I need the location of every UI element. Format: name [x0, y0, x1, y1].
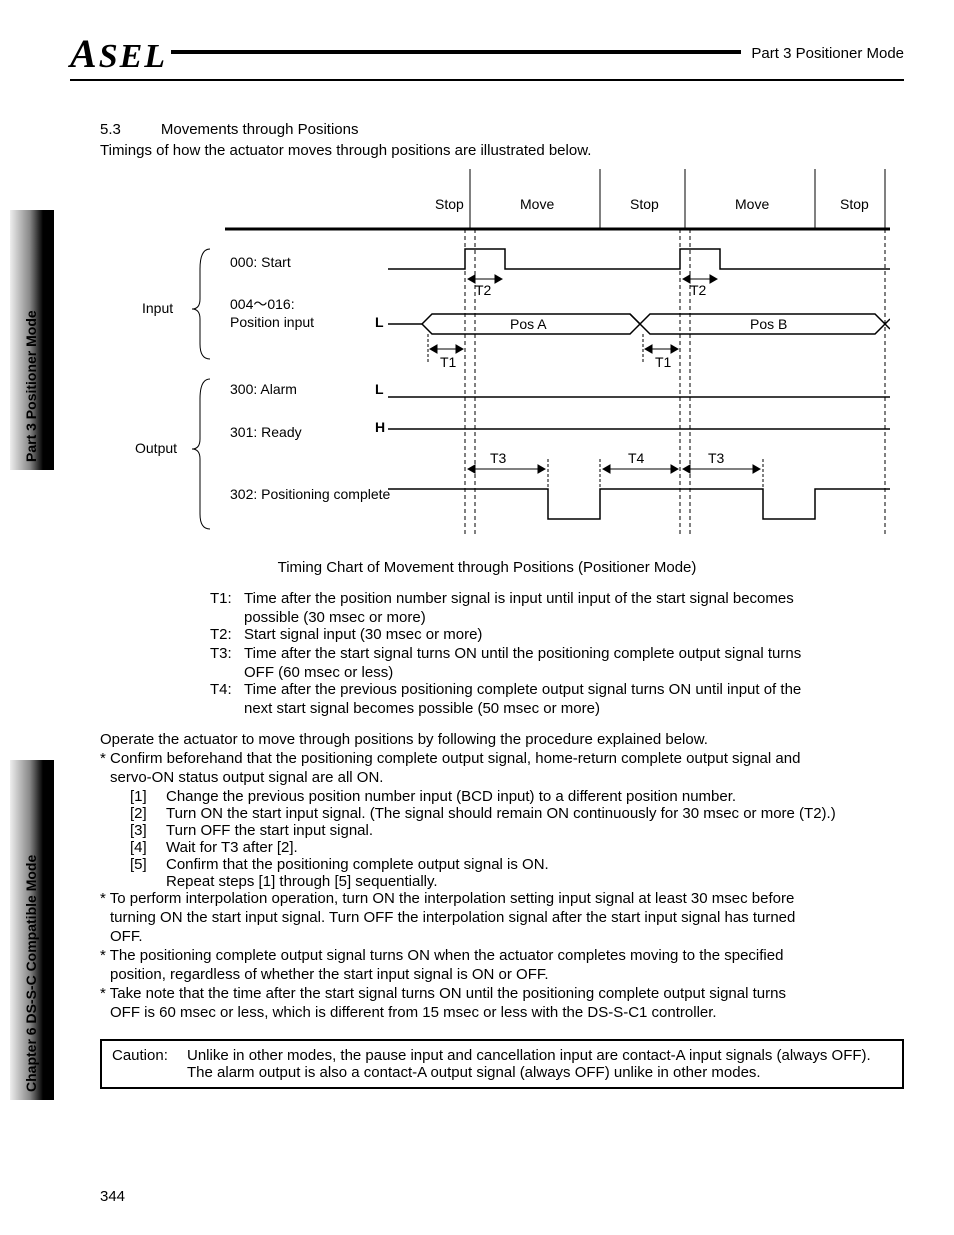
- side-tab-ch6: Chapter 6 DS-S-C Compatible Mode: [10, 760, 54, 1100]
- label-stop: Stop: [840, 196, 869, 212]
- pos-a: Pos A: [510, 316, 547, 332]
- t4-txt: Time after the previous positioning comp…: [244, 681, 904, 698]
- sig-301: 301: Ready: [230, 424, 302, 440]
- section-title: Movements through Positions: [161, 121, 359, 138]
- logo-text: SEL: [99, 38, 167, 76]
- side-tab-label: Chapter 6 DS-S-C Compatible Mode: [23, 847, 39, 1100]
- t3-txt: Time after the start signal turns ON unt…: [244, 645, 904, 662]
- page-number: 344: [100, 1188, 125, 1205]
- t4-txt2: next start signal becomes possible (50 m…: [244, 700, 904, 717]
- logo: A SEL: [70, 30, 167, 77]
- level-H: H: [375, 419, 385, 435]
- t4-label: T4: [628, 450, 645, 466]
- t1-txt: Time after the position number signal is…: [244, 590, 904, 607]
- step-t: Confirm that the positioning complete ou…: [166, 856, 904, 873]
- header-right: Part 3 Positioner Mode: [751, 45, 904, 62]
- t3-txt2: OFF (60 msec or less): [244, 664, 904, 681]
- proc-pre1: * Confirm beforehand that the positionin…: [100, 750, 904, 767]
- proc-pre1b: servo-ON status output signal are all ON…: [110, 769, 904, 786]
- t1-txt2: possible (30 msec or more): [244, 609, 904, 626]
- step-n: [3]: [130, 822, 166, 839]
- sig-302: 302: Positioning complete: [230, 486, 391, 502]
- header-rule: [171, 50, 741, 54]
- label-stop: Stop: [630, 196, 659, 212]
- t2-label: T2: [475, 282, 492, 298]
- caution-label: Caution:: [112, 1047, 187, 1081]
- side-tab-label: Part 3 Positioner Mode: [23, 302, 39, 470]
- note1b: turning ON the start input signal. Turn …: [110, 909, 904, 926]
- label-move: Move: [520, 196, 554, 212]
- logo-a: A: [70, 30, 99, 77]
- step-n: [4]: [130, 839, 166, 856]
- t2-label: T2: [690, 282, 707, 298]
- caution-box: Caution: Unlike in other modes, the paus…: [100, 1039, 904, 1089]
- section-heading: 5.3 Movements through Positions: [100, 121, 904, 138]
- t3-label: T3: [490, 450, 507, 466]
- step-t: Wait for T3 after [2].: [166, 839, 904, 856]
- sig-000: 000: Start: [230, 254, 291, 270]
- pos-b: Pos B: [750, 316, 787, 332]
- t1-label: T1: [440, 354, 457, 370]
- side-tab-part3: Part 3 Positioner Mode: [10, 210, 54, 470]
- label-stop: Stop: [435, 196, 464, 212]
- note1a: * To perform interpolation operation, tu…: [100, 890, 904, 907]
- proc-steps: [1]Change the previous position number i…: [130, 788, 904, 890]
- step-n: [2]: [130, 805, 166, 822]
- sig-004a: 004～016:: [230, 296, 295, 312]
- t1-lbl: T1:: [210, 590, 244, 607]
- note1c: OFF.: [110, 928, 904, 945]
- t3-lbl: T3:: [210, 645, 244, 662]
- procedure-block: Operate the actuator to move through pos…: [100, 731, 904, 1021]
- timing-diagram: Stop Move Stop Move Stop Input 000: Star…: [130, 169, 890, 549]
- input-label: Input: [142, 300, 173, 316]
- note2a: * The positioning complete output signal…: [100, 947, 904, 964]
- label-move: Move: [735, 196, 769, 212]
- diagram-caption: Timing Chart of Movement through Positio…: [70, 559, 904, 576]
- sig-300: 300: Alarm: [230, 381, 297, 397]
- section-intro: Timings of how the actuator moves throug…: [100, 142, 904, 159]
- page-header: A SEL Part 3 Positioner Mode: [70, 30, 904, 81]
- t3-label: T3: [708, 450, 725, 466]
- note3a: * Take note that the time after the star…: [100, 985, 904, 1002]
- caution-text: Unlike in other modes, the pause input a…: [187, 1047, 892, 1081]
- step-n: [5]: [130, 856, 166, 873]
- note3b: OFF is 60 msec or less, which is differe…: [110, 1004, 904, 1021]
- output-label: Output: [135, 440, 177, 456]
- proc-lead: Operate the actuator to move through pos…: [100, 731, 904, 748]
- t1-label: T1: [655, 354, 672, 370]
- t2-txt: Start signal input (30 msec or more): [244, 626, 904, 643]
- step-t: Repeat steps [1] through [5] sequentiall…: [166, 873, 904, 890]
- level-L: L: [375, 314, 384, 330]
- step-t: Turn ON the start input signal. (The sig…: [166, 805, 904, 822]
- note2b: position, regardless of whether the star…: [110, 966, 904, 983]
- timing-definitions: T1:Time after the position number signal…: [210, 590, 904, 717]
- section-number: 5.3: [100, 121, 121, 138]
- step-t: Turn OFF the start input signal.: [166, 822, 904, 839]
- t2-lbl: T2:: [210, 626, 244, 643]
- sig-004b: Position input: [230, 314, 314, 330]
- step-n: [1]: [130, 788, 166, 805]
- level-L: L: [375, 381, 384, 397]
- step-t: Change the previous position number inpu…: [166, 788, 904, 805]
- step-n: [130, 873, 166, 890]
- t4-lbl: T4:: [210, 681, 244, 698]
